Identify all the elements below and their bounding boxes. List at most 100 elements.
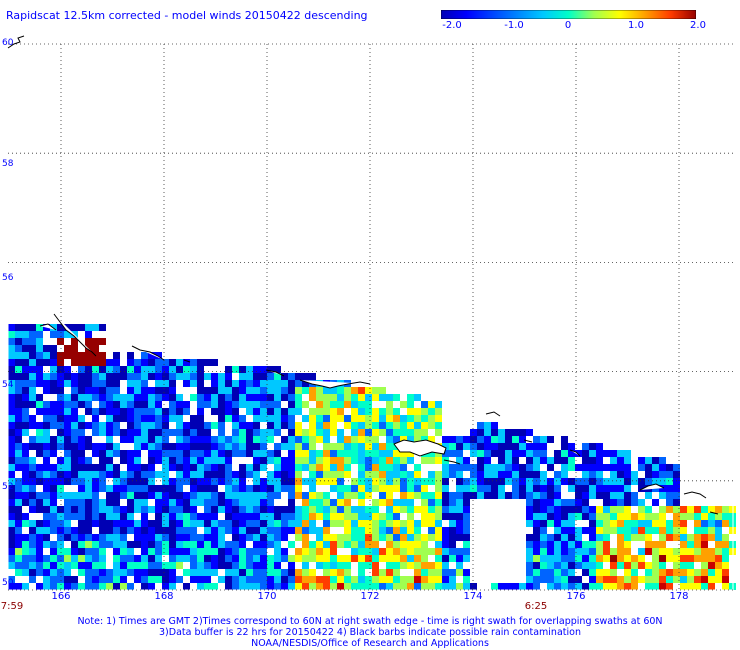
wind-cell	[127, 583, 134, 590]
wind-cell	[554, 562, 561, 569]
wind-cell	[645, 492, 652, 499]
wind-cell	[351, 513, 358, 520]
wind-cell	[148, 562, 155, 569]
wind-cell	[617, 478, 624, 485]
wind-cell	[43, 464, 50, 471]
wind-cell	[92, 422, 99, 429]
wind-cell	[358, 443, 365, 450]
wind-cell	[309, 478, 316, 485]
wind-cell	[617, 527, 624, 534]
wind-cell	[358, 485, 365, 492]
wind-cell	[568, 548, 575, 555]
wind-cell	[463, 478, 470, 485]
wind-cell	[687, 583, 694, 590]
wind-cell	[78, 569, 85, 576]
wind-cell	[323, 562, 330, 569]
wind-cell	[71, 548, 78, 555]
wind-cell	[197, 436, 204, 443]
wind-cell	[176, 436, 183, 443]
wind-cell	[78, 422, 85, 429]
wind-cell	[330, 464, 337, 471]
wind-cell	[533, 555, 540, 562]
wind-cell	[638, 527, 645, 534]
wind-cell	[400, 583, 407, 590]
wind-cell	[624, 569, 631, 576]
wind-cell	[470, 464, 477, 471]
wind-cell	[575, 527, 582, 534]
wind-cell	[393, 506, 400, 513]
wind-cell	[260, 408, 267, 415]
wind-cell	[148, 534, 155, 541]
wind-cell	[288, 401, 295, 408]
wind-cell	[484, 457, 491, 464]
wind-cell	[134, 359, 141, 366]
wind-cell	[8, 415, 15, 422]
wind-cell	[218, 443, 225, 450]
wind-cell	[666, 499, 673, 506]
wind-cell	[358, 401, 365, 408]
wind-cell	[57, 548, 64, 555]
wind-cell	[554, 506, 561, 513]
wind-cell	[274, 485, 281, 492]
wind-cell	[386, 583, 393, 590]
wind-cell	[92, 485, 99, 492]
wind-cell	[183, 520, 190, 527]
wind-cell	[197, 548, 204, 555]
wind-cell	[393, 457, 400, 464]
wind-cell	[575, 583, 582, 590]
wind-cell	[22, 359, 29, 366]
wind-cell	[701, 569, 708, 576]
wind-cell	[505, 436, 512, 443]
wind-cell	[15, 527, 22, 534]
wind-cell	[204, 576, 211, 583]
wind-cell	[358, 492, 365, 499]
wind-cell	[456, 534, 463, 541]
wind-cell	[127, 380, 134, 387]
wind-cell	[547, 541, 554, 548]
wind-cell	[372, 534, 379, 541]
wind-cell	[267, 534, 274, 541]
wind-cell	[64, 408, 71, 415]
wind-cell	[407, 513, 414, 520]
wind-cell	[190, 492, 197, 499]
wind-cell	[498, 457, 505, 464]
wind-cell	[470, 429, 477, 436]
wind-cell	[274, 422, 281, 429]
wind-cell	[127, 485, 134, 492]
wind-cell	[183, 527, 190, 534]
wind-cell	[309, 506, 316, 513]
wind-cell	[351, 408, 358, 415]
wind-cell	[141, 387, 148, 394]
wind-cell	[288, 499, 295, 506]
wind-cell	[295, 394, 302, 401]
wind-cell	[71, 541, 78, 548]
wind-cell	[407, 506, 414, 513]
wind-cell	[155, 527, 162, 534]
wind-cell	[610, 492, 617, 499]
wind-cell	[71, 415, 78, 422]
wind-cell	[204, 373, 211, 380]
wind-cell	[379, 527, 386, 534]
lon-label: 168	[154, 591, 174, 602]
wind-cell	[449, 534, 456, 541]
wind-cell	[260, 492, 267, 499]
wind-cell	[22, 338, 29, 345]
coastline-segment	[39, 323, 57, 331]
wind-cell	[568, 513, 575, 520]
wind-cell	[617, 506, 624, 513]
wind-cell	[141, 520, 148, 527]
wind-cell	[218, 562, 225, 569]
wind-cell	[365, 478, 372, 485]
wind-cell	[610, 548, 617, 555]
wind-cell	[491, 422, 498, 429]
wind-cell	[540, 450, 547, 457]
wind-cell	[64, 415, 71, 422]
wind-cell	[106, 457, 113, 464]
wind-cell	[78, 499, 85, 506]
wind-cell	[400, 422, 407, 429]
wind-cell	[43, 373, 50, 380]
lon-label: 178	[669, 591, 689, 602]
wind-cell	[330, 520, 337, 527]
wind-cell	[617, 548, 624, 555]
wind-cell	[211, 499, 218, 506]
